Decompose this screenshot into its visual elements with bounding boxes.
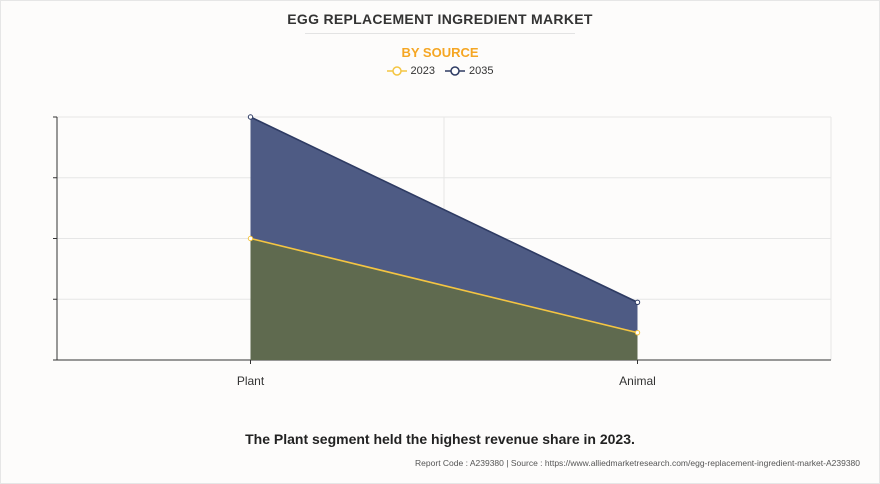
area-2023 xyxy=(250,238,638,360)
point-2023-plant xyxy=(247,235,254,242)
legend: 2023 2035 xyxy=(0,65,880,77)
title-divider xyxy=(305,33,575,34)
point-2023-animal xyxy=(634,329,641,336)
footer-separator: | xyxy=(506,458,509,468)
legend-item-2023[interactable]: 2023 xyxy=(386,65,435,77)
report-code: Report Code : A239380 xyxy=(415,458,504,468)
legend-label-2035: 2035 xyxy=(469,65,494,77)
legend-label-2023: 2023 xyxy=(410,65,435,77)
point-2035-animal xyxy=(634,299,641,305)
chart-caption: The Plant segment held the highest reven… xyxy=(245,431,635,447)
x-tick-label-plant: Plant xyxy=(237,374,265,388)
line-2035 xyxy=(250,116,638,304)
legend-swatch-2023 xyxy=(386,66,407,76)
legend-swatch-2035 xyxy=(445,66,465,76)
source-link[interactable]: Source : https://www.alliedmarketresearc… xyxy=(510,458,860,468)
legend-item-2035[interactable]: 2035 xyxy=(445,65,493,77)
x-tick-label-animal: Animal xyxy=(619,374,656,388)
chart-subtitle: BY SOURCE xyxy=(401,45,479,60)
line-2023 xyxy=(250,237,638,334)
footer: Report Code : A239380 | Source : https:/… xyxy=(415,458,860,468)
chart-title: EGG REPLACEMENT INGREDIENT MARKET xyxy=(287,11,593,27)
point-2035-plant xyxy=(247,114,254,120)
